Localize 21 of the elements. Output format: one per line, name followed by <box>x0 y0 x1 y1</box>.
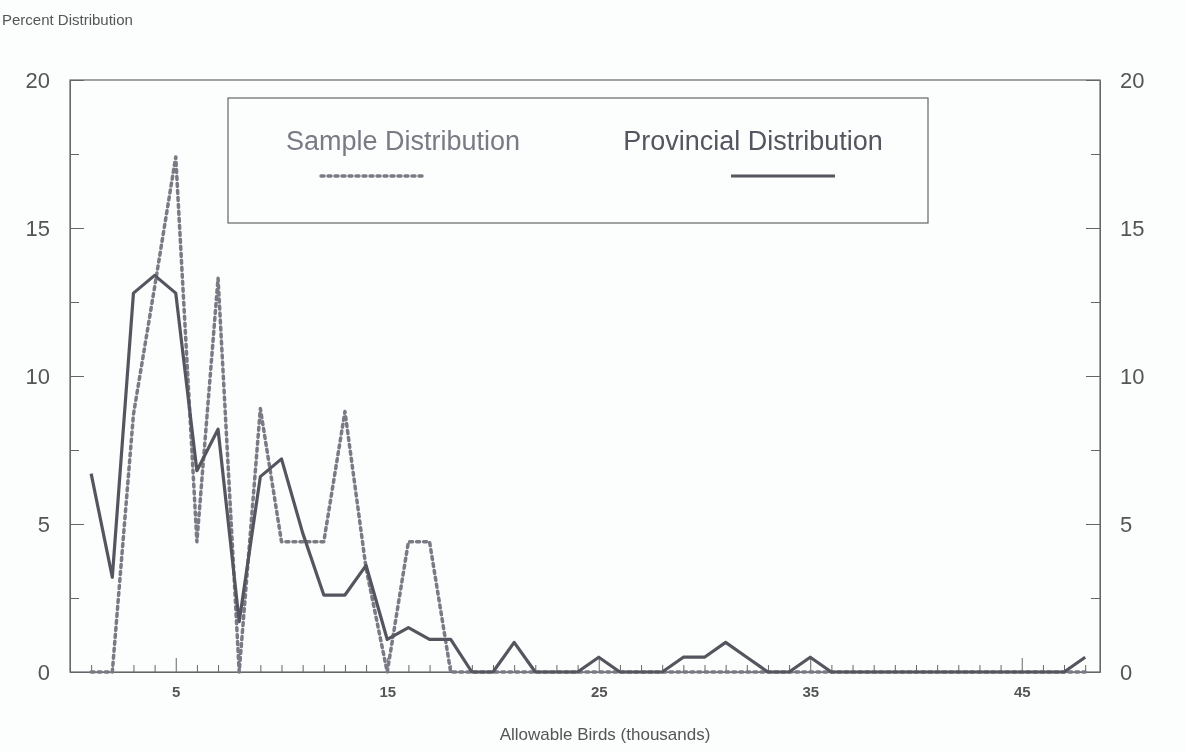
y-tick-label: 15 <box>25 215 50 241</box>
line-series <box>89 273 1087 674</box>
x-tick-label: 5 <box>172 682 181 700</box>
y-tick-label: 5 <box>37 511 50 537</box>
x-tick-label: 25 <box>590 682 608 700</box>
y2-tick-label: 5 <box>1120 511 1133 537</box>
x-tick-label: 35 <box>802 682 820 700</box>
x-axis-title: Allowable Birds (thousands) <box>499 725 711 744</box>
y2-tick-label: 15 <box>1120 215 1145 241</box>
text: Sample Distribution <box>285 126 521 156</box>
text: Provincial Distribution <box>623 126 883 156</box>
y2-tick-label: 0 <box>1120 659 1133 685</box>
y2-tick-label: 20 <box>1120 67 1145 93</box>
y-tick-label: 10 <box>25 363 50 389</box>
x-tick-label: 15 <box>379 682 397 700</box>
y2-tick-label: 10 <box>1120 363 1145 389</box>
line-series <box>89 155 1087 674</box>
x-tick-label: 45 <box>1013 682 1031 700</box>
y-tick-label: 0 <box>37 659 50 685</box>
y-axis-title: Percent Distribution <box>2 11 133 28</box>
y-tick-label: 20 <box>25 67 50 93</box>
